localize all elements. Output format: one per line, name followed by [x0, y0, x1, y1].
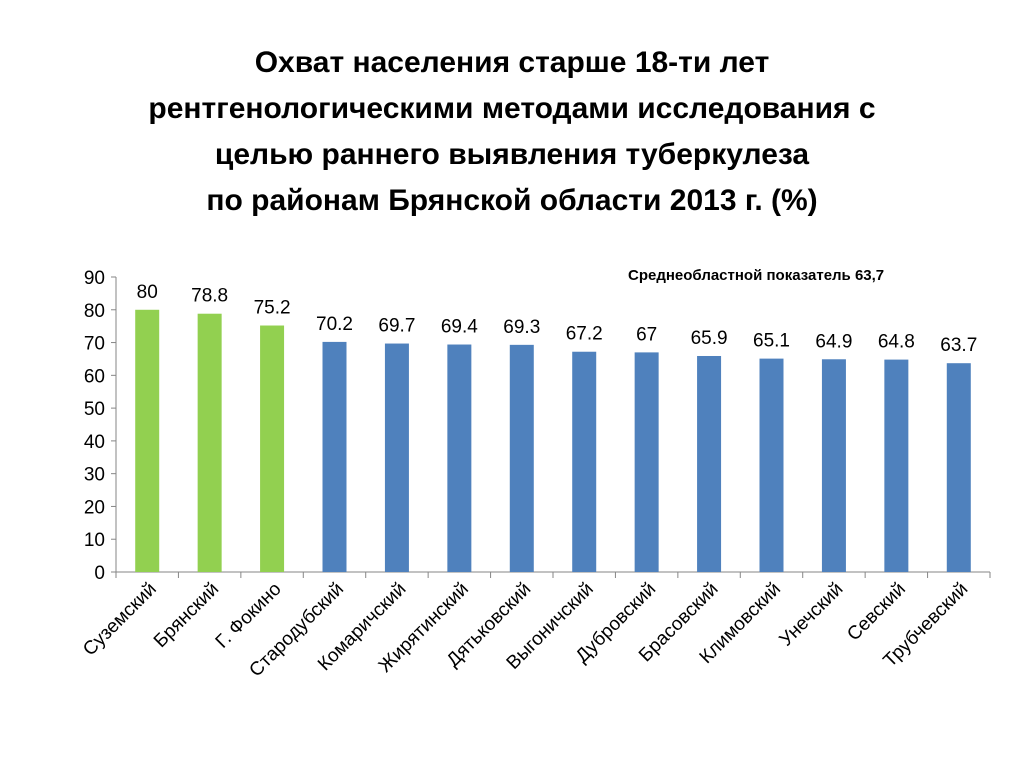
y-axis-tick-label: 50	[84, 399, 105, 420]
title-line-3: целью раннего выявления туберкулеза	[214, 138, 810, 171]
title-line-2: рентгенологическими методами исследовани…	[148, 92, 876, 125]
bar	[509, 344, 534, 572]
bar	[634, 352, 659, 572]
y-axis-tick-label: 70	[84, 334, 105, 355]
data-label: 64.9	[815, 331, 852, 352]
bar-chart: 0 10 20 30 40 50 60 70 80 90 80 Суземский 78.8 Брянск…	[79, 268, 991, 681]
y-axis-tick-label: 90	[84, 268, 105, 289]
bar	[197, 313, 222, 572]
y-axis-tick-label: 30	[84, 465, 105, 486]
chart-title: Охват населения старше 18-ти лет рентген…	[40, 40, 984, 224]
title-line-4: по районам Брянской области 2013 г. (%)	[206, 184, 818, 217]
y-axis-tick-label: 10	[84, 530, 105, 551]
bar	[759, 358, 784, 572]
data-label: 80	[137, 282, 158, 303]
bar	[884, 359, 909, 572]
y-axis-tick-label: 20	[84, 497, 105, 518]
average-note: Среднеобластной показатель 63,7	[628, 267, 885, 284]
y-axis-tick-label: 40	[84, 432, 105, 453]
data-label: 67	[636, 324, 657, 345]
y-axis-tick-label: 80	[84, 301, 105, 322]
bar	[447, 344, 472, 572]
category-label: Брянский	[150, 579, 223, 652]
data-label: 65.9	[691, 328, 728, 349]
y-axis-tick-label: 60	[84, 366, 105, 387]
data-label: 65.1	[753, 331, 790, 352]
y-axis-tick-label: 0	[94, 563, 105, 584]
bar	[384, 343, 409, 572]
bar	[946, 363, 971, 572]
data-label: 63.7	[940, 335, 977, 356]
data-label: 67.2	[566, 324, 603, 345]
bar	[135, 309, 160, 572]
bar	[697, 355, 722, 572]
bar	[322, 341, 347, 572]
data-label: 69.3	[503, 317, 540, 338]
bar	[260, 325, 285, 572]
bar	[821, 359, 846, 572]
data-label: 78.8	[191, 286, 228, 307]
category-label: Суземский	[79, 579, 161, 661]
data-label: 70.2	[316, 314, 353, 335]
data-label: 75.2	[254, 298, 291, 319]
bar	[572, 351, 597, 572]
category-label: Унечский	[776, 579, 848, 651]
data-label: 69.7	[378, 316, 415, 337]
data-label: 69.4	[441, 317, 478, 338]
title-line-1: Охват населения старше 18-ти лет	[254, 46, 770, 79]
data-label: 64.8	[878, 332, 915, 353]
